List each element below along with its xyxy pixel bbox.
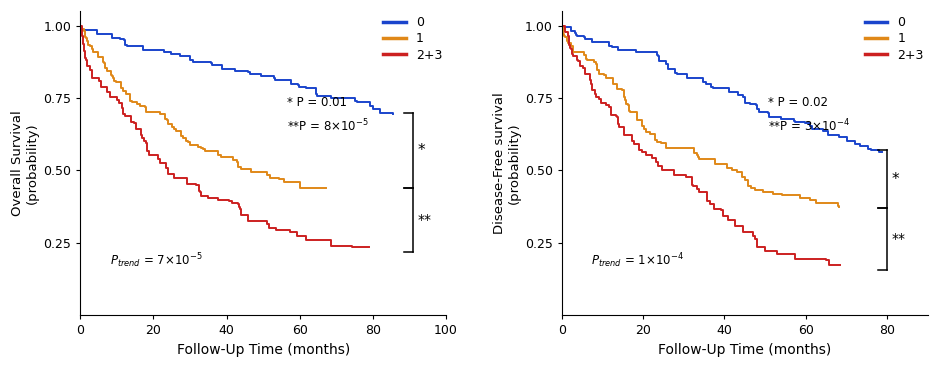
Legend: 0, 1, 2+3: 0, 1, 2+3 — [860, 11, 929, 67]
Text: $P_{trend}$ = 1×10$^{-4}$: $P_{trend}$ = 1×10$^{-4}$ — [591, 251, 684, 270]
Text: **: ** — [892, 232, 906, 246]
Y-axis label: Disease-Free survival
(probability): Disease-Free survival (probability) — [493, 92, 520, 234]
X-axis label: Follow-Up Time (months): Follow-Up Time (months) — [658, 343, 831, 357]
Text: $P_{trend}$ = 7×10$^{-5}$: $P_{trend}$ = 7×10$^{-5}$ — [110, 251, 202, 270]
Text: **: ** — [418, 213, 431, 227]
Y-axis label: Overall Survival
(probability): Overall Survival (probability) — [11, 110, 39, 216]
Text: * P = 0.02: * P = 0.02 — [768, 96, 828, 109]
Text: *: * — [418, 143, 425, 158]
Text: **P = 3×10$^{-4}$: **P = 3×10$^{-4}$ — [768, 118, 851, 134]
Legend: 0, 1, 2+3: 0, 1, 2+3 — [378, 11, 447, 67]
X-axis label: Follow-Up Time (months): Follow-Up Time (months) — [177, 343, 349, 357]
Text: *: * — [892, 171, 900, 187]
Text: * P = 0.01: * P = 0.01 — [287, 96, 346, 109]
Text: **P = 8×10$^{-5}$: **P = 8×10$^{-5}$ — [287, 118, 369, 134]
